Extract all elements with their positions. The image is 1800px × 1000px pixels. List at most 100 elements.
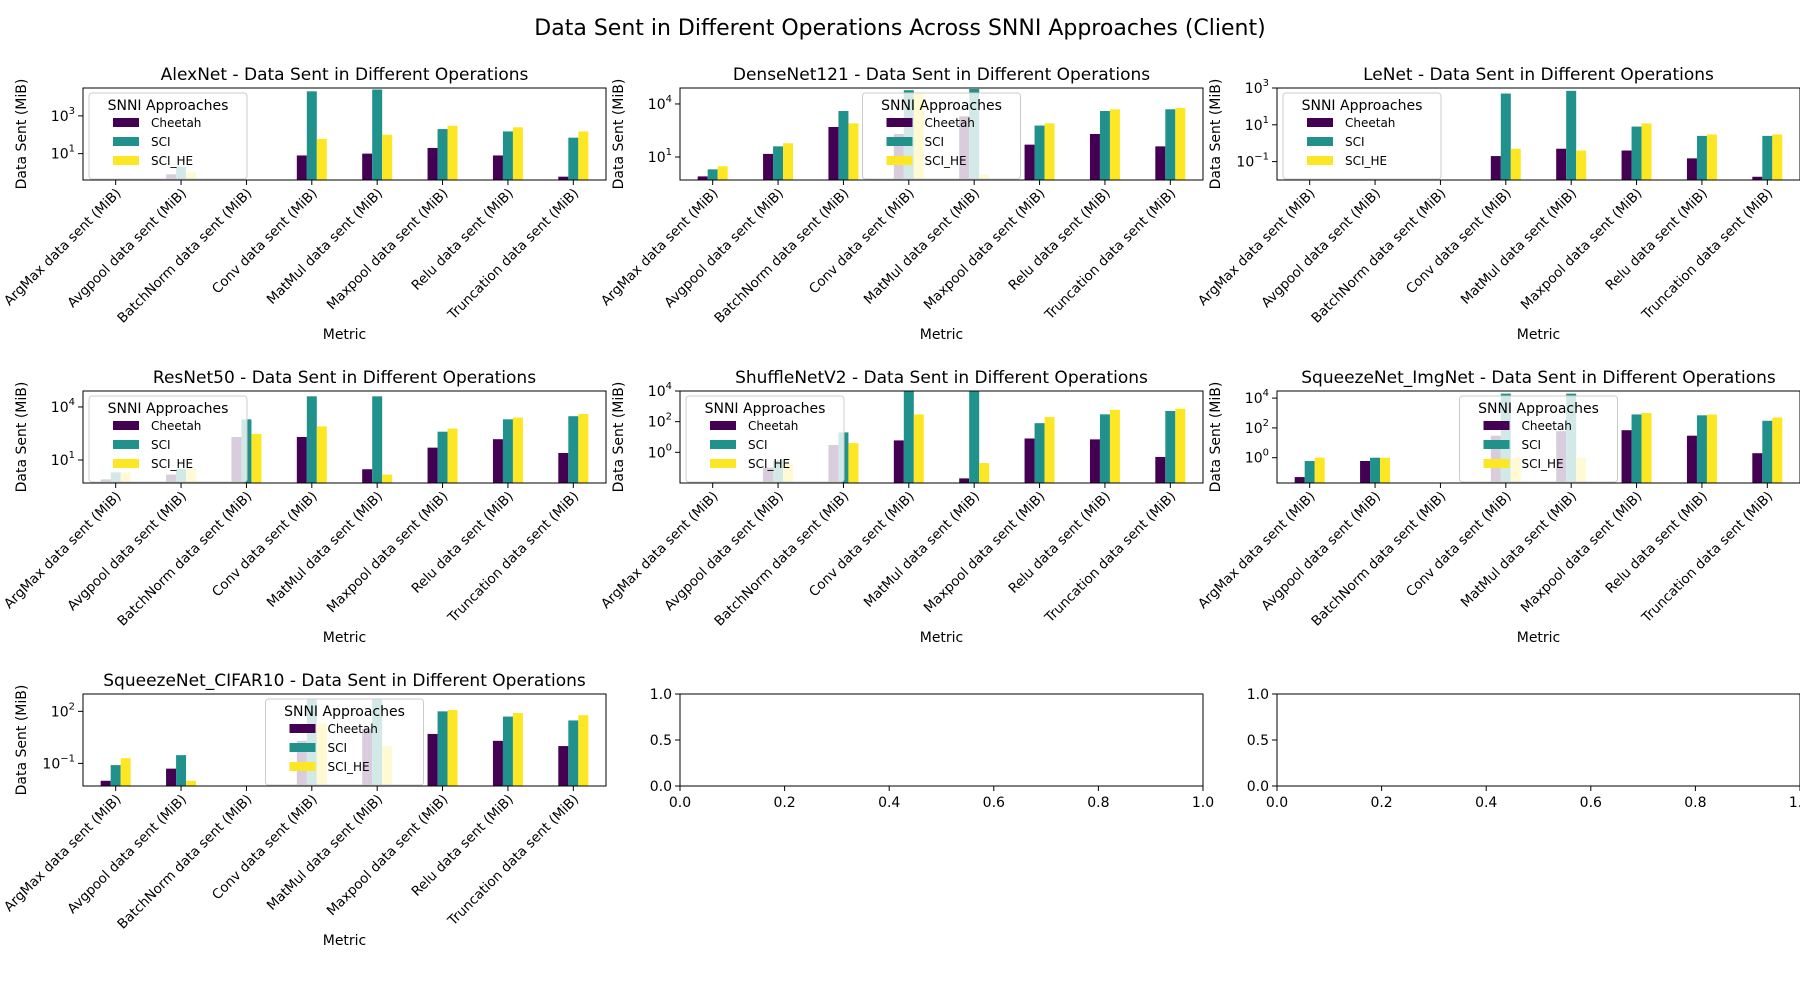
bar-cheetah <box>558 176 569 180</box>
y-tick-label: 104 <box>1245 388 1269 407</box>
x-axis-label: Metric <box>920 327 964 343</box>
subplot-grid: AlexNet - Data Sent in Different Operati… <box>1 65 1800 949</box>
bar-sci-he <box>979 463 990 483</box>
bar-sci-he <box>447 709 458 786</box>
x-axis-label: Metric <box>1517 630 1561 646</box>
bar-sci-he <box>382 134 393 180</box>
legend: SNNI Approaches Cheetah SCI SCI_HE <box>862 92 1021 180</box>
x-tick-label: ArgMax data sent (MiB) <box>1 489 125 613</box>
legend-entry: SCI <box>925 135 945 149</box>
y-tick-label: 101 <box>51 450 75 469</box>
bar-cheetah <box>492 155 503 180</box>
x-tick-label: BatchNorm data sent (MiB) <box>1308 489 1449 630</box>
x-tick-label: Maxpool data sent (MiB) <box>324 792 452 920</box>
legend-entry: Cheetah <box>151 116 201 130</box>
legend-swatch <box>886 156 913 165</box>
legend-swatch <box>113 118 139 127</box>
x-axis-label: Metric <box>323 630 367 646</box>
bar-cheetah <box>296 437 307 483</box>
subplot-title: ResNet50 - Data Sent in Different Operat… <box>153 368 536 388</box>
bar-cheetah <box>828 126 839 180</box>
x-tick-label: Avgpool data sent (MiB) <box>64 792 190 918</box>
x-tick-label: Conv data sent (MiB) <box>1403 489 1515 601</box>
bar-sci-he <box>913 414 924 483</box>
legend-entry: SCI_HE <box>151 457 193 471</box>
y-axis-label: Data Sent (MiB) <box>611 79 627 190</box>
bar-sci-he <box>848 443 859 483</box>
y-tick-label: 102 <box>51 701 75 720</box>
x-tick-label: Avgpool data sent (MiB) <box>64 489 190 615</box>
bar-sci <box>437 431 448 483</box>
bar-sci <box>773 146 784 180</box>
bar-sci <box>176 755 187 786</box>
bar-cheetah <box>1089 439 1100 483</box>
bar-sci <box>306 396 317 483</box>
bar-sci-he <box>1380 457 1391 483</box>
bar-sci-he <box>848 123 859 180</box>
x-tick-label: Conv data sent (MiB) <box>1403 186 1515 298</box>
bar-sci <box>1566 90 1577 180</box>
x-tick-label: ArgMax data sent (MiB) <box>1 792 125 916</box>
bar-cheetah <box>166 768 177 786</box>
subplot-6: SqueezeNet_ImgNet - Data Sent in Differe… <box>1195 368 1800 646</box>
x-tick-label: BatchNorm data sent (MiB) <box>114 186 255 327</box>
bar-sci <box>568 137 579 180</box>
x-tick-label: ArgMax data sent (MiB) <box>1195 489 1319 613</box>
subplot-title: LeNet - Data Sent in Different Operation… <box>1363 65 1714 85</box>
bar-sci-he <box>316 426 327 483</box>
y-tick-label: 1.0 <box>1247 687 1269 703</box>
legend-entry: SCI <box>328 741 348 755</box>
legend-title: SNNI Approaches <box>284 704 405 720</box>
bar-sci <box>1696 135 1707 180</box>
x-tick-label: Maxpool data sent (MiB) <box>921 186 1049 314</box>
bar-sci-he <box>578 715 589 786</box>
legend-swatch <box>1483 440 1510 449</box>
bar-sci <box>306 91 317 180</box>
bar-cheetah <box>893 440 904 483</box>
bar-sci-he <box>1044 417 1055 483</box>
x-tick-label: Conv data sent (MiB) <box>806 489 918 601</box>
bar-cheetah <box>763 153 774 180</box>
bar-sci <box>1099 111 1110 180</box>
y-axis-label: Data Sent (MiB) <box>1208 382 1224 493</box>
bar-sci-he <box>1175 408 1186 483</box>
bar-cheetah <box>1621 430 1632 483</box>
x-tick-label: Maxpool data sent (MiB) <box>324 186 452 314</box>
legend-entry: SCI_HE <box>1522 457 1564 471</box>
y-axis-label: Data Sent (MiB) <box>1208 79 1224 190</box>
bar-cheetah <box>1686 158 1697 180</box>
legend-entry: Cheetah <box>328 722 378 736</box>
subplot-title: AlexNet - Data Sent in Different Operati… <box>161 65 529 85</box>
bar-cheetah <box>558 452 569 483</box>
y-tick-label: 0.5 <box>1247 733 1269 749</box>
subplot-8: 0.0 0.2 0.4 0.6 0.8 1.0 0.0 0.5 1.0 <box>650 687 1214 811</box>
x-tick-label: Maxpool data sent (MiB) <box>1518 186 1646 314</box>
y-tick-label: 0.0 <box>650 779 672 795</box>
bar-sci <box>372 89 383 180</box>
bar-sci <box>1165 410 1176 483</box>
subplot-1: AlexNet - Data Sent in Different Operati… <box>1 65 607 343</box>
bar-sci <box>568 720 579 786</box>
x-tick-label: Avgpool data sent (MiB) <box>64 186 190 312</box>
x-tick-label: 1.0 <box>1789 795 1800 811</box>
bar-sci <box>1034 423 1045 483</box>
x-tick-label: MatMul data sent (MiB) <box>861 186 983 308</box>
y-tick-label: 103 <box>1245 78 1269 97</box>
x-tick-label: 1.0 <box>1192 795 1214 811</box>
subplot-7: SqueezeNet_CIFAR10 - Data Sent in Differ… <box>1 671 607 949</box>
legend-entry: SCI_HE <box>925 154 967 168</box>
x-tick-label: Avgpool data sent (MiB) <box>1258 186 1384 312</box>
legend-swatch <box>710 459 736 468</box>
bar-sci <box>372 396 383 483</box>
legend-entry: SCI_HE <box>1345 154 1387 168</box>
y-tick-label: 10−1 <box>42 753 75 772</box>
bar-sci-he <box>447 428 458 483</box>
axes-frame <box>679 390 1204 484</box>
bar-sci <box>969 391 980 483</box>
bar-sci-he <box>1772 134 1783 180</box>
bar-sci-he <box>1576 150 1587 180</box>
legend-swatch <box>1483 459 1510 468</box>
legend-swatch <box>113 421 139 430</box>
x-tick-label: Maxpool data sent (MiB) <box>921 489 1049 617</box>
legend-swatch <box>1307 137 1333 146</box>
